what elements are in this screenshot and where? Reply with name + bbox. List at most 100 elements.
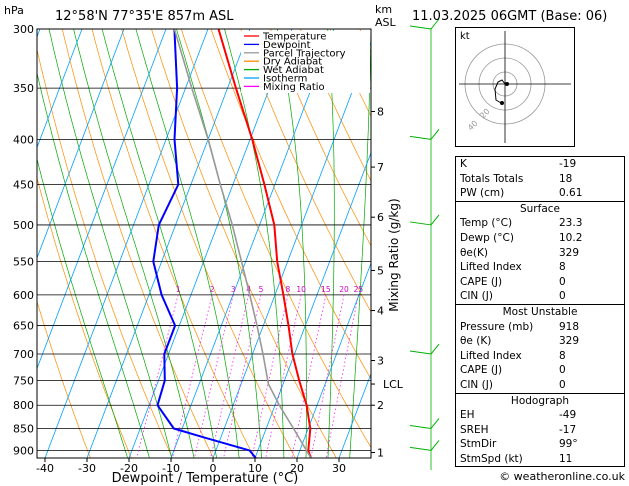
- wet-adiabat: [276, 29, 307, 458]
- lcl-label: LCL: [383, 378, 404, 391]
- most-unstable-value: 8: [559, 349, 566, 362]
- hodograph-param-row: SREH -17: [456, 423, 624, 438]
- pressure-tick-label: 500: [13, 219, 34, 232]
- most-unstable-row: Lifted Index 8: [456, 349, 624, 364]
- most-unstable-value: 0: [559, 378, 566, 391]
- surface-value: 329: [559, 246, 580, 259]
- storm-motion-dot: [500, 101, 504, 105]
- indices-table: K -19 Totals Totals 18 PW (cm) 0.61 Surface T…: [455, 156, 625, 468]
- most-unstable-row: Pressure (mb) 918: [456, 320, 624, 335]
- surface-row: θe(K) 329: [456, 246, 624, 261]
- hodograph-param-label: SREH: [460, 423, 489, 436]
- pressure-unit-label: hPa: [4, 4, 24, 17]
- isotherm: [254, 151, 371, 458]
- x-tick-label: 0: [210, 462, 217, 475]
- hodograph-param-row: StmDir 99°: [456, 437, 624, 452]
- pressure-tick-label: 650: [13, 320, 34, 333]
- wet-adiabat: [349, 29, 371, 458]
- dry-adiabat: [91, 29, 255, 458]
- mixing-ratio-label: 25: [354, 285, 364, 294]
- wind-barb-flag: [430, 343, 440, 355]
- dry-adiabat: [299, 29, 371, 182]
- hodograph-param-row: StmSpd (kt) 11: [456, 452, 624, 467]
- plot-frame: [36, 28, 372, 459]
- km-tick-label: 4: [377, 305, 384, 318]
- mixing-ratio-label: 1: [176, 285, 181, 294]
- isotherm: [37, 29, 167, 370]
- wet-adiabat: [101, 29, 217, 458]
- surface-label: Dewp (°C): [460, 231, 514, 244]
- surface-value: 23.3: [559, 217, 583, 230]
- x-tick-label: -40: [36, 462, 54, 475]
- index-row: PW (cm) 0.61: [456, 186, 624, 201]
- wind-barb: [409, 350, 432, 355]
- most-unstable-label: θe (K): [460, 335, 492, 348]
- surface-row: Temp (°C) 23.3: [456, 216, 624, 231]
- mixing-ratio-label: 20: [339, 285, 349, 294]
- index-label: Totals Totals: [460, 172, 524, 185]
- isotherm: [86, 29, 251, 458]
- isotherm: [212, 41, 371, 458]
- mixing-ratio-line: [251, 294, 289, 458]
- index-row: Totals Totals 18: [456, 172, 624, 187]
- dry-adiabat: [151, 29, 337, 458]
- parcel-trajectory-line: [173, 29, 312, 458]
- km-tick-label: 6: [377, 211, 384, 224]
- index-label: PW (cm): [460, 187, 505, 200]
- surface-row: CAPE (J) 0: [456, 275, 624, 290]
- km-tick-label: 8: [377, 106, 384, 119]
- wet-adiabat: [37, 71, 150, 458]
- x-tick-label: 30: [332, 462, 346, 475]
- most-unstable-label: CIN (J): [460, 378, 493, 391]
- surface-header: Surface: [456, 200, 624, 217]
- wind-barb-flag: [430, 18, 440, 30]
- wet-adiabat: [48, 29, 173, 458]
- surface-value: 8: [559, 261, 566, 274]
- surface-row: Lifted Index 8: [456, 260, 624, 275]
- km-tick-label: 5: [377, 264, 384, 277]
- wet-adiabat: [176, 29, 262, 458]
- hodograph-param-value: -17: [559, 423, 577, 436]
- km-label: km: [375, 3, 392, 16]
- wind-barb: [409, 446, 432, 451]
- pressure-tick-label: 700: [13, 348, 34, 361]
- x-tick-label: 10: [248, 462, 262, 475]
- dry-adiabat: [270, 29, 371, 247]
- mixing-ratio-line: [194, 294, 234, 458]
- isotherm: [44, 29, 209, 458]
- x-tick-label: -20: [120, 462, 138, 475]
- surface-label: Temp (°C): [460, 217, 513, 230]
- surface-label: CAPE (J): [460, 275, 503, 288]
- km-tick-label: 2: [377, 399, 384, 412]
- most-unstable-label: CAPE (J): [460, 364, 503, 377]
- isotherm: [338, 372, 371, 458]
- legend-box: [241, 31, 370, 93]
- index-value: -19: [559, 158, 577, 170]
- mixing-ratio-line: [291, 294, 327, 458]
- most-unstable-row: CIN (J) 0: [456, 378, 624, 393]
- x-axis-label: Dewpoint / Temperature (°C): [112, 471, 299, 486]
- mixing-ratio-line: [210, 294, 250, 458]
- km-tick-label: 3: [377, 355, 384, 368]
- most-unstable-label: Pressure (mb): [460, 320, 534, 333]
- mixing-ratio-line: [265, 294, 302, 458]
- wind-barbs: [409, 18, 440, 470]
- most-unstable-value: 0: [559, 364, 566, 377]
- wind-barb: [409, 25, 432, 30]
- mixing-ratio-label: 5: [259, 285, 264, 294]
- surface-label: Lifted Index: [460, 261, 522, 274]
- pressure-tick-label: 550: [13, 256, 34, 269]
- index-value: 0.61: [559, 187, 583, 200]
- index-label: K: [460, 158, 467, 170]
- pressure-tick-label: 400: [13, 133, 34, 146]
- hodograph-center-dot: [505, 82, 509, 86]
- hodograph-param-label: StmSpd (kt): [460, 452, 523, 465]
- dry-adiabat: [180, 29, 371, 449]
- mixing-ratio-label: 8: [286, 285, 291, 294]
- surface-label: CIN (J): [460, 290, 493, 303]
- credit-text: © weatheronline.co.uk: [499, 470, 625, 483]
- most-unstable-row: CAPE (J) 0: [456, 363, 624, 378]
